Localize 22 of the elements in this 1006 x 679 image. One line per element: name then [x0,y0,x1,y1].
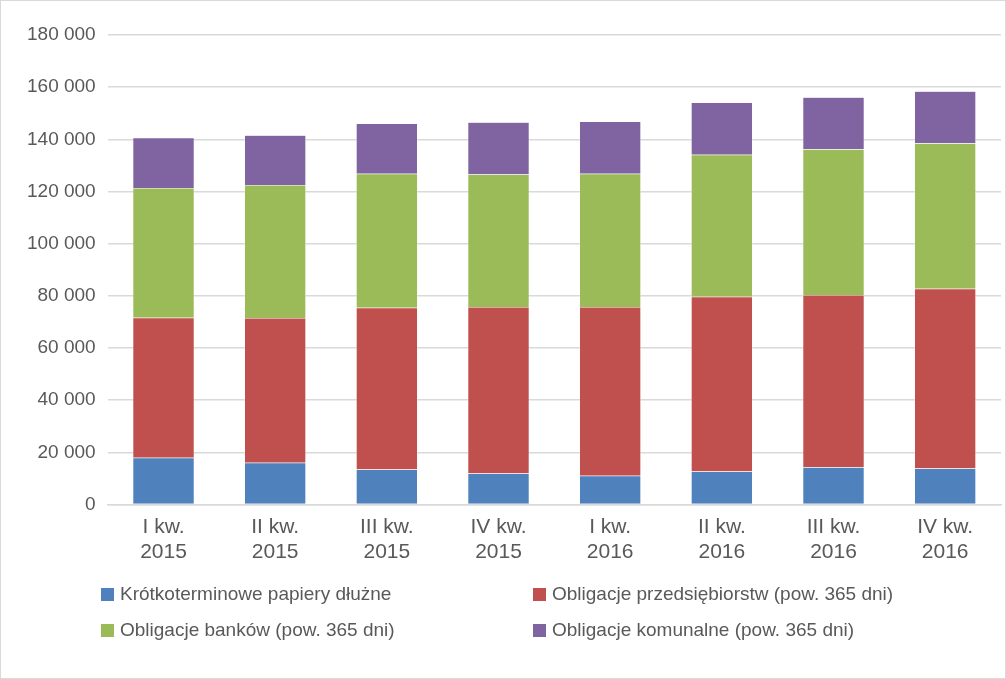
x-tick-label: III kw. 2015 [360,514,414,563]
x-tick-label: IV kw. 2016 [917,514,974,563]
x-tick-label: I kw. 2015 [140,514,187,563]
x-tick-label: III kw. 2016 [806,514,861,563]
legend-label: Obligacje banków (pow. 365 dni) [120,619,395,641]
y-tick-label: 20 000 [37,440,96,462]
y-tick-label: 0 [85,492,96,514]
y-tick-label: 180 000 [26,23,96,45]
y-tick-label: 140 000 [26,127,96,149]
x-tick-label: II kw. 2016 [697,514,746,563]
y-tick-label: 100 000 [26,231,96,253]
x-tick-label: I kw. 2016 [586,514,634,563]
legend-label: Krótkoterminowe papiery dłużne [120,583,392,605]
y-tick-label: 160 000 [26,75,96,97]
y-tick-label: 120 000 [26,179,96,201]
x-tick-label: IV kw. 2015 [470,514,527,563]
y-tick-label: 80 000 [37,284,96,306]
legend-label: Obligacje komunalne (pow. 365 dni) [552,619,855,641]
legend-label: Obligacje przedsiębiorstw (pow. 365 dni) [552,583,894,605]
x-tick-label: II kw. 2015 [251,514,300,563]
y-tick-label: 40 000 [37,388,96,410]
y-tick-label: 60 000 [37,336,96,358]
